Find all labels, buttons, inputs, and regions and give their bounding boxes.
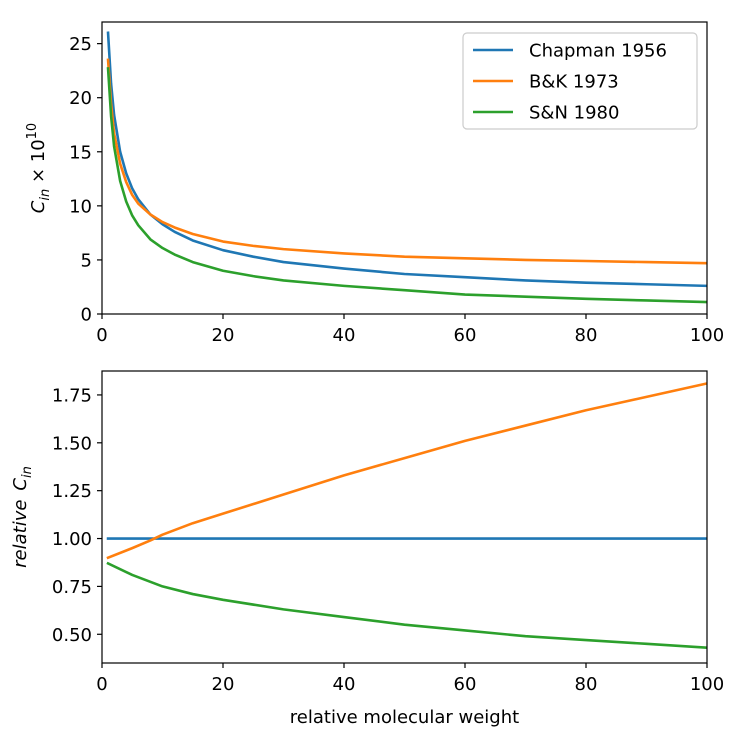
y-tick-label: 0.50 bbox=[52, 625, 92, 646]
x-axis-label: relative molecular weight bbox=[290, 707, 519, 728]
chart-2: 0 20 40 60 80 100 0.50 0.75 1.00 1.25 1.50 1.75 rela… bbox=[10, 370, 724, 728]
y-axis-label: Cin × 1010 bbox=[25, 123, 53, 213]
y-tick-label: 5 bbox=[81, 250, 92, 271]
x-tick-label: 40 bbox=[333, 325, 356, 346]
x-tick-label: 80 bbox=[575, 674, 598, 695]
x-tick-label: 60 bbox=[454, 674, 477, 695]
series-line-1 bbox=[106, 31, 707, 288]
y-tick-label: 25 bbox=[69, 34, 92, 55]
y-tick-label: 1.00 bbox=[52, 529, 92, 550]
series-line-3 bbox=[106, 561, 707, 649]
x-tick-label: 80 bbox=[575, 325, 598, 346]
x-tick-label: 60 bbox=[454, 325, 477, 346]
y-axis-label: relative Cin bbox=[10, 466, 35, 568]
legend-entry: S&N 1980 bbox=[529, 103, 619, 124]
y-tick-label: 1.75 bbox=[52, 385, 92, 406]
x-tick-label: 100 bbox=[690, 674, 724, 695]
x-tick-label: 100 bbox=[690, 325, 724, 346]
y-tick-label: 15 bbox=[69, 142, 92, 163]
x-tick-label: 0 bbox=[96, 674, 107, 695]
x-tick-label: 20 bbox=[212, 674, 235, 695]
y-tick-label: 0 bbox=[81, 305, 92, 326]
y-tick-label: 0.75 bbox=[52, 577, 92, 598]
legend-entry: B&K 1973 bbox=[529, 72, 619, 93]
series-line-2 bbox=[106, 382, 707, 560]
chart-1: 0 20 40 60 80 100 0 5 10 15 20 25 Cin × 1010 Chapman … bbox=[25, 21, 724, 346]
y-tick-label: 20 bbox=[69, 88, 92, 109]
legend: Chapman 1956 B&K 1973 S&N 1980 bbox=[462, 32, 698, 130]
y-tick-label: 1.50 bbox=[52, 433, 92, 454]
x-tick-label: 40 bbox=[333, 674, 356, 695]
y-tick-label: 1.25 bbox=[52, 481, 92, 502]
legend-box bbox=[462, 32, 698, 130]
axes-frame bbox=[101, 21, 708, 315]
legend-entry: Chapman 1956 bbox=[529, 41, 667, 62]
series-line-2 bbox=[106, 58, 707, 265]
y-tick-label: 10 bbox=[69, 196, 92, 217]
axes-frame bbox=[101, 370, 708, 664]
x-tick-label: 20 bbox=[212, 325, 235, 346]
series-line-3 bbox=[106, 67, 707, 304]
x-tick-label: 0 bbox=[96, 325, 107, 346]
